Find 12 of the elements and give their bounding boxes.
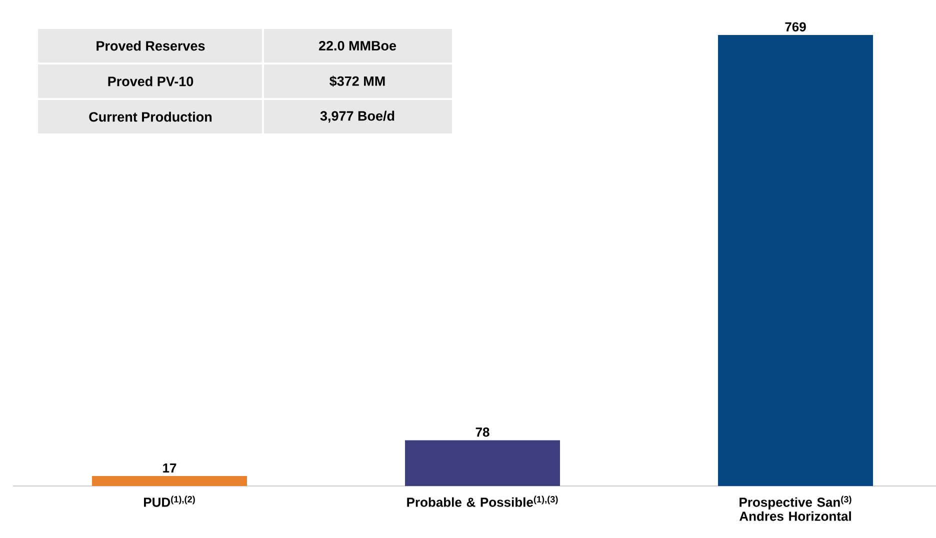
data-label: 769 [785,22,806,32]
annotation: Current Production [89,112,212,122]
annotation: 3,977 Boe/d [320,110,394,123]
data-label: 17 [163,464,176,472]
annotation: Proved PV-10 [108,76,194,86]
annotation: Proved Reserves [96,40,205,51]
annotation: $372 MM [330,76,385,87]
x-tick-label: Probable & Possible$^{(1),(3)}$ [407,496,558,507]
data-label: 78 [476,428,490,437]
annotation: 22.0 MMBoe [318,40,396,51]
x-tick-label: PUD$^{(1),(2)}$ [144,496,195,507]
x-tick-label: Prospective San$^{(3)}$ Andres Horizontal [740,496,852,521]
